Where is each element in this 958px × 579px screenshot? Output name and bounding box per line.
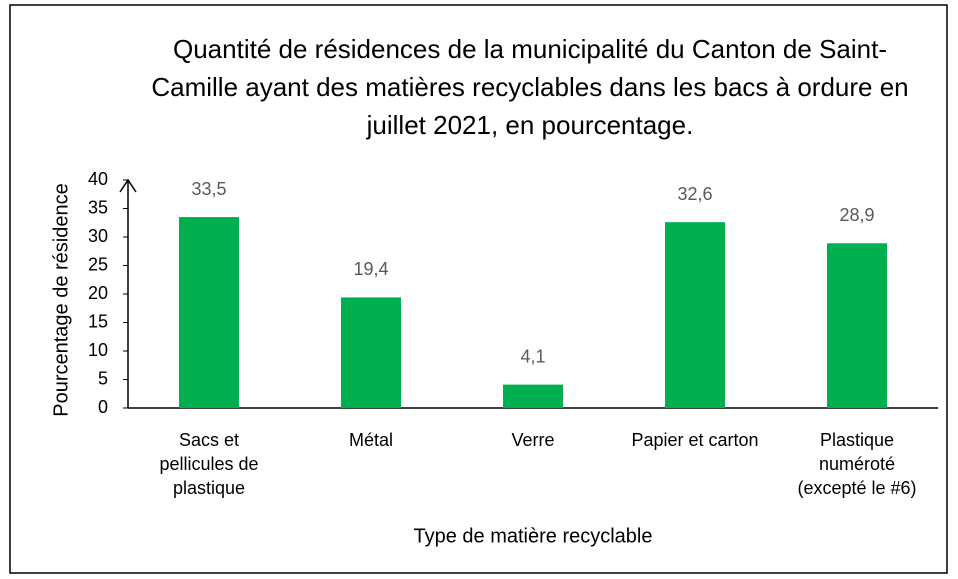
y-tick-label: 40 — [88, 169, 108, 189]
frame — [9, 4, 948, 574]
value-label: 32,6 — [677, 184, 712, 204]
y-tick-label: 10 — [88, 340, 108, 360]
y-tick-label: 30 — [88, 226, 108, 246]
value-label: 33,5 — [191, 179, 226, 199]
y-tick-label: 5 — [98, 368, 108, 388]
bar — [503, 384, 563, 408]
value-label: 28,9 — [839, 205, 874, 225]
x-tick-label: Papier et carton — [631, 430, 759, 450]
x-tick-label: Plastique numéroté (excepté le #6) — [797, 430, 917, 498]
bar — [179, 217, 239, 408]
chart-title: Quantité de résidences de la municipalit… — [151, 34, 909, 140]
bar — [665, 222, 725, 408]
y-tick-label: 25 — [88, 254, 108, 274]
bar — [341, 297, 401, 408]
x-tick-label: Métal — [348, 430, 393, 450]
bar — [827, 243, 887, 408]
y-tick-label: 20 — [88, 283, 108, 303]
x-tick-label: Verre — [511, 430, 555, 450]
x-axis-title: Type de matière recyclable — [413, 525, 652, 547]
value-label: 19,4 — [353, 259, 388, 279]
y-tick-label: 0 — [98, 397, 108, 417]
x-tick-label: Sacs et pellicules de plastique — [159, 430, 259, 498]
y-axis-title: Pourcentage de résidence — [50, 183, 72, 417]
y-tick-label: 15 — [88, 311, 108, 331]
value-label: 4,1 — [520, 346, 545, 366]
y-tick-label: 35 — [88, 197, 108, 217]
